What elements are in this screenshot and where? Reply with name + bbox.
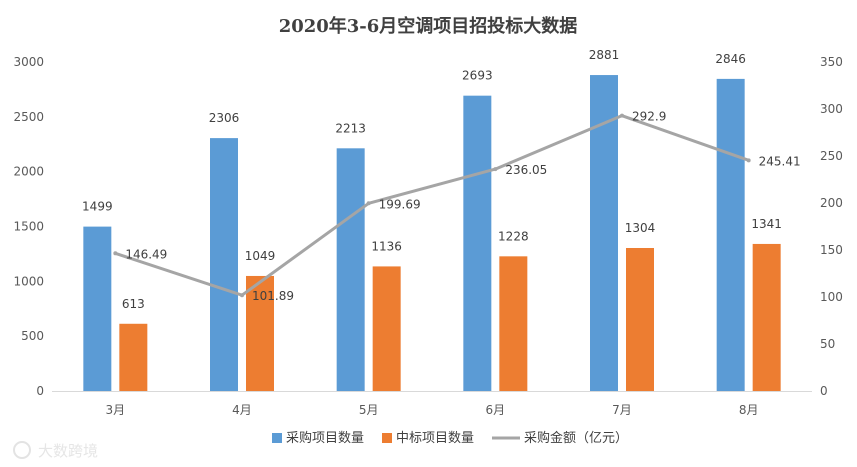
data-label-purchase-amount: 245.41: [759, 154, 801, 168]
y-right-tick-label: 350: [820, 55, 843, 69]
y-right-tick-label: 100: [820, 290, 843, 304]
x-tick-label: 5月: [359, 403, 379, 417]
watermark-logo-icon: [13, 441, 31, 459]
line-point-purchase-amount: [493, 167, 498, 172]
x-tick-label: 4月: [232, 403, 252, 417]
bar-winning-count: [499, 256, 528, 391]
legend-label: 采购项目数量: [286, 430, 364, 446]
data-label-winning-count: 1304: [625, 221, 656, 235]
x-tick-label: 6月: [486, 403, 506, 417]
bar-winning-count: [626, 247, 654, 391]
data-label-purchase-count: 1499: [82, 200, 113, 214]
chart-title: 2020年3-6月空调项目招投标大数据: [279, 15, 578, 37]
bar-purchase-count: [716, 78, 745, 391]
bar-purchase-count: [336, 148, 365, 391]
line-point-purchase-amount: [113, 251, 118, 256]
y-right-tick-label: 200: [820, 196, 843, 210]
bar-purchase-count: [210, 138, 238, 391]
line-point-purchase-amount: [366, 201, 371, 206]
data-label-purchase-count: 2213: [335, 121, 366, 135]
line-point-purchase-amount: [240, 293, 244, 298]
bar-purchase-count: [463, 95, 492, 391]
line-point-purchase-amount: [746, 158, 751, 163]
bar-winning-count: [752, 243, 781, 391]
line-point-purchase-amount: [620, 113, 624, 118]
data-label-purchase-count: 2306: [209, 111, 240, 125]
line-purchase-amount: [114, 114, 750, 297]
data-label-winning-count: 1228: [498, 229, 529, 243]
data-label-purchase-count: 2693: [462, 69, 493, 83]
legend-label: 采购金额（亿元）: [524, 430, 628, 446]
x-tick-label: 3月: [106, 403, 126, 417]
y-right-tick-label: 250: [820, 149, 843, 163]
data-label-winning-count: 613: [122, 297, 145, 311]
bar-winning-count: [119, 323, 148, 391]
y-left-tick-label: 0: [36, 384, 44, 398]
data-label-winning-count: 1341: [751, 217, 782, 231]
x-tick-label: 8月: [739, 403, 759, 417]
watermark-text: 大数跨境: [38, 442, 98, 460]
legend-label: 中标项目数量: [396, 431, 474, 446]
x-tick-label: 7月: [612, 403, 632, 417]
data-label-purchase-count: 2846: [715, 52, 746, 66]
bar-purchase-count: [83, 226, 112, 391]
bar-winning-count: [246, 275, 274, 391]
data-label-winning-count: 1136: [371, 239, 402, 253]
data-label-purchase-amount: 236.05: [505, 163, 547, 177]
y-right-tick-label: 0: [820, 384, 828, 398]
y-right-tick-label: 50: [820, 337, 835, 351]
legend-swatch-winning-count: [382, 433, 392, 443]
bar-winning-count: [372, 266, 401, 391]
y-left-tick-label: 500: [21, 329, 44, 343]
y-left-tick-label: 1000: [13, 274, 44, 288]
y-right-tick-label: 300: [820, 102, 843, 116]
data-label-purchase-amount: 292.9: [632, 110, 666, 124]
y-left-tick-label: 3000: [13, 55, 44, 69]
data-label-purchase-amount: 146.49: [125, 247, 167, 261]
data-label-purchase-count: 2881: [589, 48, 620, 62]
data-label-purchase-amount: 199.69: [379, 197, 421, 211]
y-right-tick-label: 150: [820, 243, 843, 257]
data-label-winning-count: 1049: [245, 249, 276, 263]
y-left-tick-label: 2500: [13, 110, 44, 124]
y-left-tick-label: 1500: [13, 220, 44, 234]
data-label-purchase-amount: 101.89: [252, 289, 294, 303]
legend-swatch-purchase-count: [272, 433, 282, 443]
y-left-tick-label: 2000: [13, 165, 44, 179]
